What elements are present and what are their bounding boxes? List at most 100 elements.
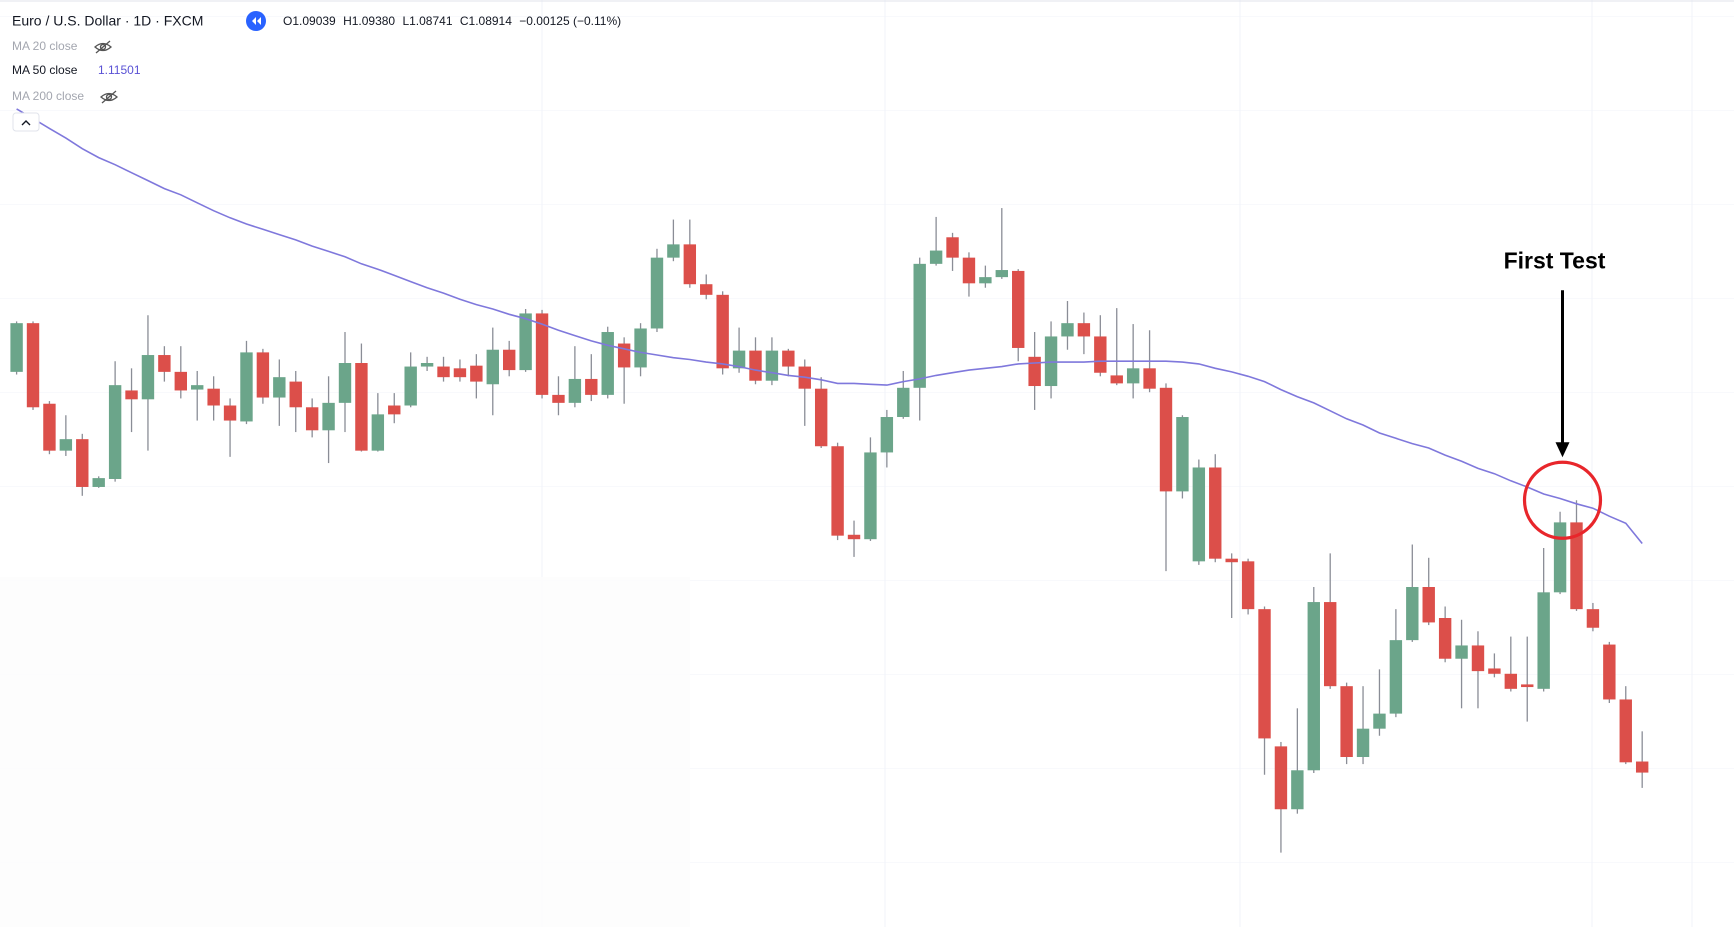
candle-body: [1225, 558, 1238, 563]
candle-body: [1521, 684, 1534, 688]
candle-body: [765, 350, 779, 381]
candle-body: [1044, 336, 1058, 387]
candle-body: [371, 414, 385, 451]
candle-body: [174, 371, 187, 391]
candle-body: [338, 363, 352, 403]
candle-body: [716, 294, 729, 369]
candle-body: [995, 270, 1008, 278]
blurred-area: [0, 577, 690, 927]
candle-body: [1373, 713, 1386, 729]
candle-body: [223, 405, 237, 421]
candle-body: [240, 352, 253, 422]
candle-body: [1274, 746, 1288, 810]
candle-body: [683, 244, 697, 285]
candle-body: [26, 323, 40, 408]
grid-vertical: [541, 0, 1693, 927]
candle-body: [1389, 640, 1403, 714]
candle-body: [1504, 673, 1518, 689]
candle-body: [1077, 323, 1091, 337]
open-value: O1.09039: [283, 14, 336, 28]
candle-body: [535, 313, 549, 395]
candle-body: [1438, 618, 1452, 659]
indicator-label[interactable]: MA 200 close: [12, 89, 84, 103]
close-value: C1.08914: [460, 14, 512, 28]
candle-body: [108, 385, 122, 479]
hidden-eye-icon[interactable]: [94, 40, 112, 54]
indicator-label[interactable]: MA 50 close: [12, 63, 78, 77]
candle-body: [404, 366, 417, 406]
candle-body: [1061, 323, 1074, 337]
candle-body: [1110, 375, 1123, 384]
candle-body: [1586, 609, 1600, 628]
candle-body: [503, 349, 516, 371]
candle-body: [913, 263, 926, 388]
candle-body: [470, 365, 483, 382]
candle-body: [979, 277, 992, 284]
high-value: H1.09380: [343, 14, 395, 28]
candle-body: [946, 237, 959, 258]
candle-body: [1488, 668, 1501, 674]
candle-body: [43, 403, 56, 451]
candle-body: [847, 534, 861, 540]
ohlc-values: O1.09039 H1.09380 L1.08741 C1.08914 −0.0…: [283, 14, 621, 28]
candle-body: [897, 387, 910, 418]
candle-body: [289, 381, 302, 408]
annotation-circle: [1522, 460, 1603, 540]
candle-body: [1094, 336, 1107, 373]
candle-body: [585, 378, 598, 395]
candle-body: [864, 452, 877, 540]
candle-body: [1176, 417, 1189, 492]
candle-body: [782, 350, 795, 367]
candle-body: [59, 439, 73, 451]
candle-body: [1340, 686, 1353, 758]
collapse-button[interactable]: [12, 112, 40, 132]
candle-body: [437, 366, 450, 378]
candle-body: [568, 378, 582, 403]
candle-body: [519, 313, 532, 371]
candle-body: [1143, 368, 1156, 389]
candle-body: [322, 402, 335, 431]
candle-body: [1603, 644, 1616, 700]
candle-body: [1471, 645, 1485, 672]
candle-body: [1307, 602, 1320, 771]
candle-body: [1324, 602, 1337, 687]
candle-body: [601, 332, 614, 395]
candle-body: [1455, 645, 1468, 659]
candle-body: [650, 257, 664, 329]
candle-body: [1570, 522, 1583, 610]
candle-body: [420, 363, 434, 367]
candle-body: [1241, 561, 1255, 610]
candle-body: [962, 257, 976, 284]
annotation-label: First Test: [1504, 247, 1606, 273]
candle-body: [1635, 761, 1649, 773]
candle-body: [76, 439, 89, 487]
candle-body: [388, 405, 401, 415]
candle-body: [1356, 728, 1370, 758]
candle-body: [1159, 387, 1173, 492]
candle-body: [634, 328, 647, 368]
moving-average-line: [16, 108, 1643, 545]
hidden-eye-icon[interactable]: [100, 90, 118, 104]
candle-body: [1012, 270, 1025, 348]
indicator-label[interactable]: MA 20 close: [12, 39, 78, 53]
low-value: L1.08741: [402, 14, 452, 28]
candle-body: [1291, 770, 1304, 810]
candle-body: [1537, 592, 1550, 689]
candle-body: [141, 355, 155, 400]
candle-body: [1553, 522, 1567, 593]
candle-body: [880, 417, 894, 453]
candle-body: [749, 350, 762, 381]
replay-button[interactable]: [246, 11, 266, 31]
candle-body: [273, 377, 286, 398]
candle-body: [552, 394, 565, 403]
indicator-value: 1.11501: [98, 63, 141, 77]
candle-body: [207, 388, 220, 406]
candle-body: [1126, 368, 1140, 384]
candle-body: [700, 284, 713, 295]
candle-body: [158, 355, 171, 372]
candle-body: [1192, 467, 1206, 562]
candle-body: [125, 390, 138, 400]
candle-body: [453, 368, 467, 378]
candle-body: [1209, 467, 1222, 559]
